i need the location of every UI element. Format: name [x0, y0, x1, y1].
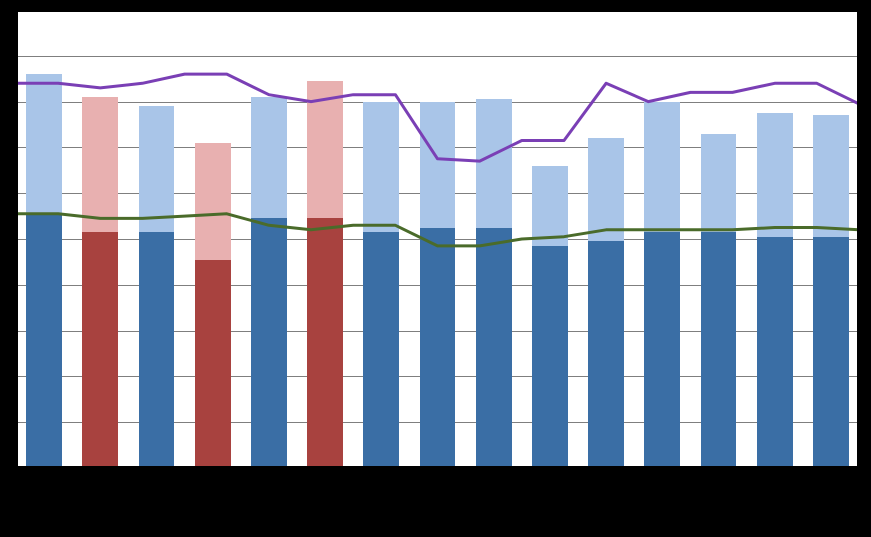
plot-area [16, 10, 859, 468]
bar-top [420, 102, 456, 228]
bar-bottom [757, 237, 793, 468]
plot-border-right [857, 10, 859, 468]
bar-bottom [82, 232, 118, 468]
bar-bottom [476, 228, 512, 468]
bar-bottom [195, 260, 231, 468]
bar-bottom [420, 228, 456, 468]
bar-top [307, 81, 343, 218]
bar-top [757, 113, 793, 237]
bar-bottom [701, 232, 737, 468]
bar-top [363, 102, 399, 233]
chart-container [0, 0, 871, 537]
bar-top [195, 143, 231, 260]
bar-top [644, 102, 680, 233]
bar-bottom [307, 218, 343, 468]
bar-bottom [139, 232, 175, 468]
bar-top [532, 166, 568, 246]
bar-top [139, 106, 175, 232]
bar-top [813, 115, 849, 236]
plot-border-left [16, 10, 18, 468]
plot-border-top [16, 10, 859, 12]
bar-top [26, 74, 62, 214]
bar-top [82, 97, 118, 232]
bar-bottom [813, 237, 849, 468]
bar-bottom [26, 214, 62, 468]
bar-top [476, 99, 512, 227]
bar-top [588, 138, 624, 241]
gridline [16, 56, 859, 57]
bar-bottom [644, 232, 680, 468]
bar-bottom [532, 246, 568, 468]
bar-top [251, 97, 287, 218]
bar-bottom [251, 218, 287, 468]
bar-top [701, 134, 737, 232]
bar-bottom [588, 241, 624, 468]
bar-bottom [363, 232, 399, 468]
plot-border-bottom [16, 466, 859, 468]
